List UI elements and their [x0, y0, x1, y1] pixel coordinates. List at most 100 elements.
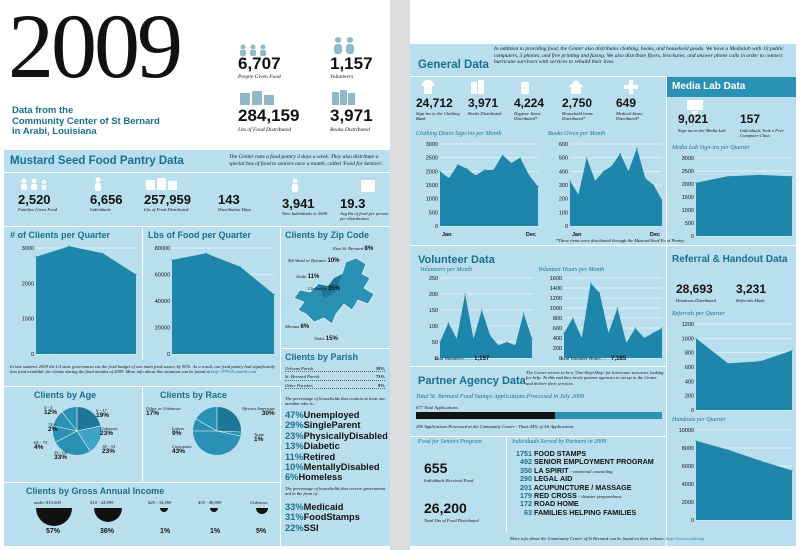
data-point	[447, 322, 449, 324]
stat-volunteers-label: Volunteers	[330, 74, 354, 80]
stat-lbs-label: Lbs of Food Distributed	[238, 127, 292, 133]
parish-name: St. Bernard Parish	[285, 374, 320, 380]
area-series	[696, 338, 792, 410]
stat-lbs-value: 284,159	[238, 106, 300, 125]
data-point	[569, 180, 571, 182]
volunteer-month-title: Volunteers per Month	[420, 267, 472, 273]
cans-icon	[146, 178, 177, 190]
data-point	[759, 174, 761, 176]
data-point	[464, 293, 466, 295]
zip-map	[293, 257, 375, 325]
data-point	[759, 360, 761, 362]
age-65-74: 65 - 74 4%	[34, 440, 48, 452]
y-tick-label: 0	[435, 224, 438, 230]
zip-chalmette-value: 35%	[328, 286, 341, 292]
general-household-label: Household items Distributed*	[562, 111, 593, 122]
data-point	[519, 157, 521, 159]
books-chart: 600 500 400 300 200 100 0 Jan Dec	[559, 142, 663, 238]
data-point	[611, 165, 613, 167]
y-tick-label: 250	[429, 276, 438, 282]
individual-icon	[95, 177, 101, 191]
page-spine	[390, 0, 410, 550]
data-point	[627, 170, 630, 172]
data-point	[653, 184, 655, 186]
footer-link[interactable]: http://www.ccstb.org	[665, 536, 704, 541]
media-class-label: Individuals Took a Free Computer Class	[740, 128, 784, 139]
area-series	[696, 440, 792, 520]
zip-arabi-value: 11%	[307, 274, 320, 280]
data-point	[205, 252, 207, 254]
data-point	[523, 312, 525, 314]
data-point	[791, 349, 793, 352]
y-tick-label: 3000	[426, 142, 438, 148]
income-range: Unknown	[250, 500, 268, 505]
y-tick-label: 1000	[550, 306, 562, 312]
media-class-value: 157	[740, 112, 761, 126]
assist-item: 31%FoodStamps	[285, 512, 360, 523]
zip-east-label: East St. Bernard 8%	[333, 246, 374, 252]
parish-value: 18%	[375, 366, 385, 371]
household-item: 47%Unemployed	[285, 410, 360, 420]
y-tick-label: 2000	[22, 281, 34, 287]
y-tick-label: 600	[559, 142, 568, 148]
household-item: 10%MentallyDisabled	[285, 462, 380, 473]
data-point	[102, 252, 104, 254]
y-tick-label: 60000	[155, 273, 170, 279]
data-point	[602, 170, 605, 172]
served-item: 492 SENIOR EMPLOYMENT PROGRAM	[520, 457, 654, 467]
note-link[interactable]: http://FPON.tumblr.com	[211, 369, 256, 375]
served-item: 1751 FOOD STAMPS	[516, 449, 587, 458]
income-bowl-5	[256, 508, 268, 514]
media-title: Media Lab Data	[672, 81, 746, 92]
household-item: 29%SingleParent	[285, 420, 361, 431]
stat-volunteers-value: 1,157	[330, 54, 373, 73]
lbs-quarter-title: Lbs of Food per Quarter	[148, 230, 252, 240]
stat-mustard-lbs-label: Lbs of Food Distributed	[144, 207, 189, 212]
medical-cross-icon	[624, 80, 638, 94]
age-0-5: 0 - 5 12%	[44, 405, 58, 417]
assist-item: 22%SSI	[285, 522, 319, 533]
data-point	[439, 170, 441, 172]
shirt-icon	[421, 80, 435, 94]
general-clothing-label: Sign-ins to the Clothing Bank	[416, 111, 460, 122]
media-chart: 3000 2500 2000 1500 1000 500 0	[682, 156, 793, 240]
hero-subtitle: Data from the Community Center of St Ber…	[12, 105, 160, 138]
mustard-section: Mustard Seed Food Pantry Data The Center…	[4, 150, 390, 546]
zip-9th-value: 10%	[327, 258, 340, 264]
clients-quarter-title: # of Clients per Quarter	[10, 230, 111, 240]
zip-9th-label: 9th Ward or Bywater 10%	[288, 258, 340, 264]
foodstamps-bar	[416, 412, 662, 419]
household-item: 11%Retired	[285, 451, 336, 462]
parish-title: Clients by Parish	[285, 352, 359, 362]
area-series	[36, 246, 136, 354]
seniors-value: 655	[424, 460, 448, 476]
y-tick-label: 1000	[22, 317, 34, 323]
hygiene-icon	[521, 82, 529, 94]
stat-families-value: 2,520	[18, 192, 51, 207]
y-tick-label: 400	[685, 379, 694, 385]
race-asian: Asian 1%	[254, 432, 265, 444]
y-tick-label: 2000	[682, 182, 694, 188]
media-signins-value: 9,021	[678, 112, 709, 126]
stat-people-label: People Given Food	[238, 74, 281, 80]
data-point	[563, 332, 565, 334]
y-tick-label: 1600	[550, 276, 562, 282]
income-bowl-4	[210, 508, 218, 512]
income-value: 36%	[100, 528, 115, 535]
data-point	[695, 337, 697, 339]
volunteer-hours-chart: 1600 1400 1200 1000 800 600 400 200 0	[550, 276, 663, 362]
assist-intro: The percentage of households that receiv…	[285, 486, 386, 497]
handouts-label: Handouts Distributed	[676, 298, 716, 303]
general-medical-value: 649	[616, 96, 637, 110]
assist-list: 33%Medicaid 31%FoodStamps 22%SSI	[285, 502, 360, 533]
y-tick-label: 500	[559, 156, 568, 162]
data-point	[68, 245, 70, 247]
income-bowl-2	[94, 508, 122, 522]
y-tick-label: 500	[685, 221, 694, 227]
data-point	[599, 292, 601, 294]
zip-east-value: 8%	[364, 246, 374, 252]
general-stats: 24,712 Sign-ins to the Clothing Bank 3,9…	[410, 80, 666, 132]
media-signins-label: Sign-ins to the Media Lab	[678, 128, 726, 133]
seniors-lbs-label: Total Lbs of Food Distributed	[424, 518, 479, 523]
book-icon	[471, 80, 484, 94]
